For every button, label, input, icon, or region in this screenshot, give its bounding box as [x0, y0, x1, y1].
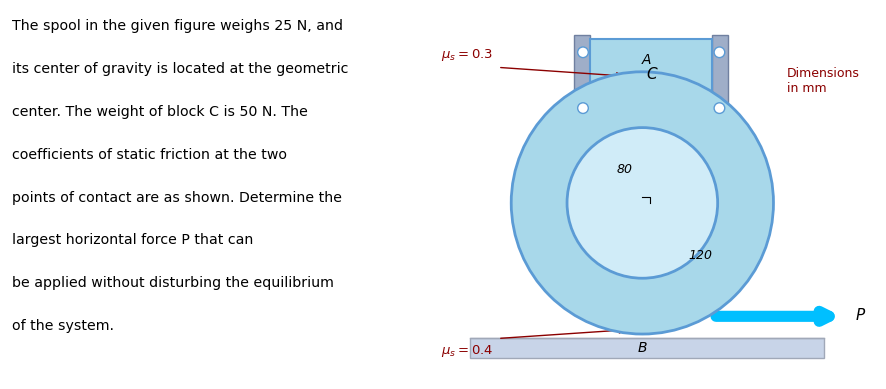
- Text: $\mu_s = 0.4$: $\mu_s = 0.4$: [441, 343, 494, 359]
- Bar: [470, 338, 824, 358]
- Text: The spool in the given figure weighs 25 N, and: The spool in the given figure weighs 25 …: [12, 19, 344, 33]
- Text: $P$: $P$: [855, 307, 867, 322]
- Circle shape: [511, 72, 773, 334]
- Circle shape: [578, 47, 588, 58]
- Text: C: C: [646, 67, 657, 82]
- Text: A: A: [642, 53, 651, 67]
- Text: 120: 120: [688, 249, 712, 262]
- Text: its center of gravity is located at the geometric: its center of gravity is located at the …: [12, 62, 349, 76]
- Text: points of contact are as shown. Determine the: points of contact are as shown. Determin…: [12, 191, 343, 205]
- Text: coefficients of static friction at the two: coefficients of static friction at the t…: [12, 148, 287, 162]
- Text: be applied without disturbing the equilibrium: be applied without disturbing the equili…: [12, 276, 334, 290]
- Circle shape: [714, 47, 725, 58]
- Bar: [590, 39, 712, 119]
- Text: of the system.: of the system.: [12, 319, 114, 333]
- Bar: [574, 35, 590, 172]
- Text: largest horizontal force P that can: largest horizontal force P that can: [12, 233, 254, 247]
- Circle shape: [567, 128, 718, 278]
- Text: 80: 80: [617, 163, 633, 176]
- Circle shape: [714, 103, 725, 114]
- Text: center. The weight of block C is 50 N. The: center. The weight of block C is 50 N. T…: [12, 105, 308, 119]
- Bar: [712, 35, 728, 172]
- Text: $\mu_s = 0.3$: $\mu_s = 0.3$: [441, 47, 494, 63]
- Circle shape: [578, 103, 588, 114]
- Text: Dimensions
in mm: Dimensions in mm: [787, 67, 859, 95]
- Text: B: B: [638, 341, 647, 355]
